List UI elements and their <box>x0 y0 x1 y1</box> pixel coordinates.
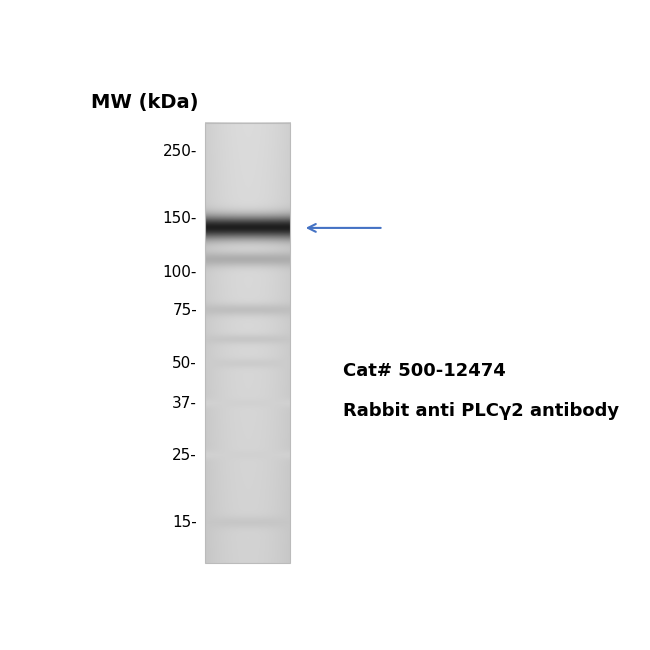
Text: 250-: 250- <box>162 144 197 159</box>
Bar <box>205 123 291 564</box>
Text: Cat# 500-12474: Cat# 500-12474 <box>343 362 506 380</box>
Text: 100-: 100- <box>162 265 197 279</box>
Text: 150-: 150- <box>162 211 197 226</box>
Text: Rabbit anti PLCγ2 antibody: Rabbit anti PLCγ2 antibody <box>343 402 619 420</box>
Text: 37-: 37- <box>172 396 197 411</box>
Text: 25-: 25- <box>172 448 197 463</box>
Text: 15-: 15- <box>172 515 197 530</box>
Text: MW (kDa): MW (kDa) <box>91 93 199 112</box>
Text: 75-: 75- <box>172 303 197 318</box>
Text: 50-: 50- <box>172 356 197 371</box>
